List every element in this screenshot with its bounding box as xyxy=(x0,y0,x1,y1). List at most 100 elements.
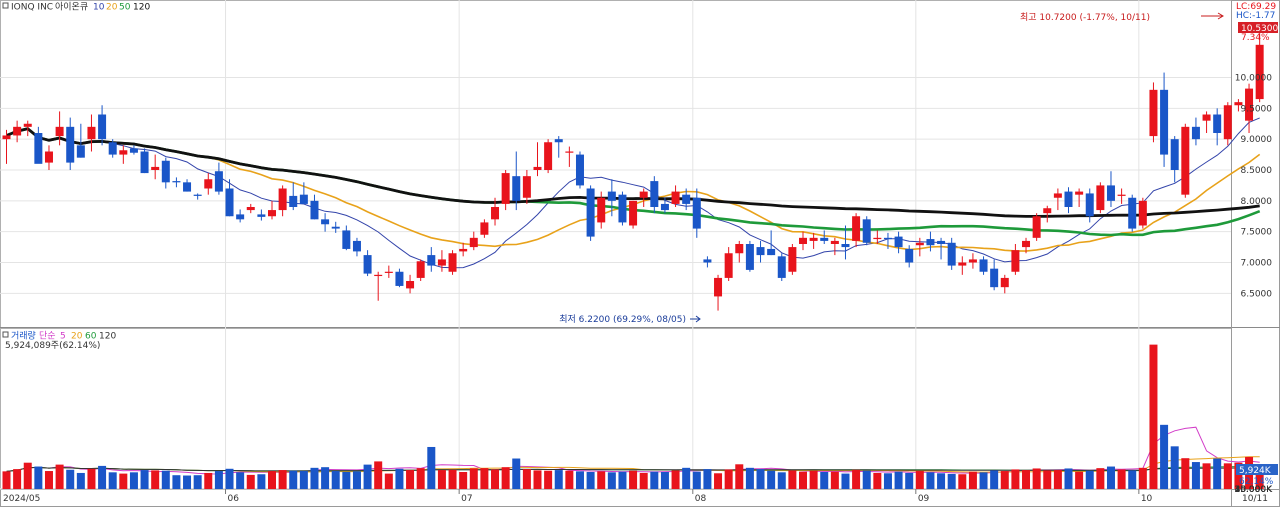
volume-bar xyxy=(1043,470,1052,489)
volume-bar xyxy=(352,471,361,489)
candle xyxy=(1245,83,1254,133)
volume-legend[interactable]: 거래량 단순 5 20 60 120 5,924,089주(62.14%) xyxy=(2,330,116,352)
candle xyxy=(1043,205,1052,223)
ma-period-50: 50 xyxy=(119,3,131,13)
volume-bar xyxy=(310,467,319,489)
volume-bar xyxy=(575,471,584,489)
volume-bar xyxy=(883,473,892,489)
candle xyxy=(108,139,117,158)
symbol-korean-name: 아이온큐 xyxy=(55,2,88,13)
candle xyxy=(650,176,659,214)
time-tick-label: 10 xyxy=(1141,494,1153,504)
candle-body xyxy=(374,274,383,277)
candle-body xyxy=(937,240,946,244)
candle xyxy=(724,247,733,281)
ma-period-120: 120 xyxy=(133,3,150,13)
low-arrow-icon xyxy=(690,315,701,323)
volume-bar xyxy=(1106,466,1115,489)
collapse-icon[interactable] xyxy=(2,2,9,9)
volume-collapse-icon[interactable] xyxy=(2,331,9,338)
candle-body xyxy=(607,191,616,201)
volume-tick-label: 35.000K xyxy=(1235,485,1273,495)
volume-bar xyxy=(1096,468,1105,489)
last-price-marker xyxy=(1238,22,1278,33)
candle-body xyxy=(257,214,266,217)
volume-bar xyxy=(268,471,276,489)
volume-bar xyxy=(480,468,489,489)
volume-ma-type: 단순 xyxy=(39,331,56,342)
candle-body xyxy=(13,126,22,136)
volume-bar xyxy=(926,472,935,489)
volume-bar xyxy=(937,473,946,489)
high-arrow-icon xyxy=(1201,12,1224,20)
volume-ma-120: 120 xyxy=(99,332,116,342)
candle-body xyxy=(777,256,786,278)
volume-last-marker xyxy=(1236,464,1278,475)
candle xyxy=(830,237,839,256)
volume-bar xyxy=(416,468,425,489)
candle-body xyxy=(469,237,478,248)
volume-bar xyxy=(1064,468,1073,489)
volume-bar xyxy=(13,469,22,489)
volume-bar xyxy=(469,468,478,489)
candle-body xyxy=(586,188,595,237)
volume-last-pct: 62.14% xyxy=(1239,477,1274,487)
volume-bar xyxy=(1117,469,1126,489)
candle-body xyxy=(1138,200,1147,226)
candle xyxy=(905,245,914,268)
volume-bar xyxy=(565,470,574,489)
price-legend[interactable]: IONQ INC 아이온큐 10 20 50 120 xyxy=(2,2,150,13)
candle-body xyxy=(140,151,149,174)
time-tick-label: 06 xyxy=(228,494,240,504)
volume-bar xyxy=(1075,471,1084,489)
candle xyxy=(321,213,330,232)
volume-bar xyxy=(66,469,75,489)
volume-bar xyxy=(384,473,393,489)
candle-body xyxy=(1191,126,1200,140)
candle-body xyxy=(98,114,107,140)
candle-body xyxy=(1128,197,1137,229)
candle-body xyxy=(682,194,691,204)
high-annotation: 최고 10.7200 (-1.77%, 10/11) xyxy=(1020,12,1150,23)
volume-bar xyxy=(873,472,882,489)
candle-body xyxy=(905,248,914,263)
volume-bar xyxy=(427,446,436,489)
volume-bar xyxy=(299,471,308,489)
candle-body xyxy=(289,195,298,207)
volume-bar xyxy=(660,471,669,489)
candle xyxy=(416,259,425,281)
candle-body xyxy=(809,237,818,241)
last-change-pct: 7.34% xyxy=(1241,33,1270,43)
volume-bar xyxy=(990,470,999,489)
candle xyxy=(193,193,202,200)
candle-body xyxy=(437,259,446,266)
candle xyxy=(342,225,351,251)
candle xyxy=(1075,188,1084,207)
volume-bar xyxy=(618,471,627,489)
volume-bar xyxy=(1160,424,1169,489)
candle-body xyxy=(501,173,510,204)
candle-body xyxy=(129,148,138,153)
candle xyxy=(23,120,32,137)
price-tick-label: 8.5000 xyxy=(1241,166,1273,176)
candle-body xyxy=(416,261,425,278)
volume-tick-label: 25.000K xyxy=(1235,485,1273,495)
volume-bar xyxy=(140,470,149,489)
volume-bar xyxy=(1138,467,1147,489)
candle xyxy=(491,197,500,226)
volume-bar xyxy=(1213,458,1222,489)
candle xyxy=(2,129,11,164)
candle xyxy=(565,146,574,167)
candle-body xyxy=(1255,44,1264,100)
volume-tick-label: 20.000K xyxy=(1235,485,1273,495)
volume-bar xyxy=(1191,462,1200,489)
volume-title: 거래량 xyxy=(11,330,36,342)
candle-body xyxy=(724,253,733,278)
candle-body xyxy=(66,126,75,163)
candle-body xyxy=(1160,89,1169,155)
candle-body xyxy=(1032,216,1041,238)
candle-body xyxy=(926,239,935,246)
candle-body xyxy=(384,271,393,273)
